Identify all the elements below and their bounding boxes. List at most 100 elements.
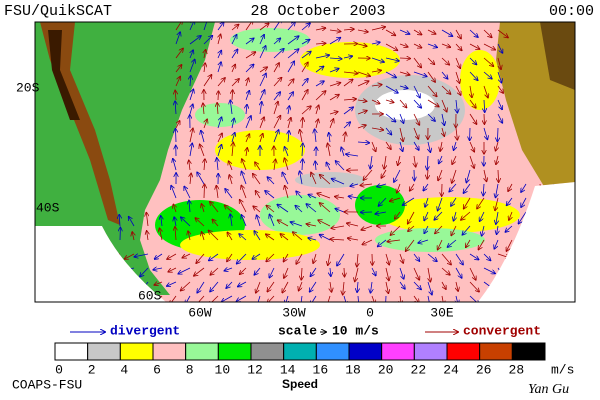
wind-arrow — [483, 183, 484, 196]
wind-arrow — [455, 57, 460, 68]
wind-arrow — [470, 85, 472, 97]
wind-arrow — [301, 52, 311, 59]
map-frame — [34, 21, 576, 303]
wind-arrow — [266, 234, 275, 241]
wind-arrow — [295, 206, 303, 213]
wind-arrow — [469, 155, 474, 168]
wind-arrow — [361, 225, 373, 230]
legend-scale: scale — [278, 323, 317, 338]
wind-arrow — [273, 49, 284, 59]
colorbar-swatch — [381, 342, 415, 361]
wind-arrow — [301, 79, 308, 87]
wind-arrow — [399, 127, 403, 141]
wind-arrow — [265, 191, 275, 199]
wind-arrow — [469, 29, 478, 37]
wind-arrow — [483, 29, 492, 37]
wind-arrow — [208, 295, 219, 302]
wind-arrow — [329, 133, 330, 143]
colorbar-swatch — [479, 342, 513, 361]
wind-arrow — [456, 99, 457, 113]
wind-arrow — [427, 253, 437, 261]
wind-arrow — [413, 113, 419, 125]
wind-arrow — [496, 211, 498, 224]
wind-arrow — [225, 205, 233, 213]
wind-arrow — [178, 267, 191, 274]
wind-arrow — [229, 175, 232, 185]
wind-arrow — [315, 66, 324, 73]
wind-arrow — [427, 85, 437, 96]
wind-arrow — [442, 113, 444, 125]
lat-label: 60S — [138, 288, 162, 303]
wind-arrow — [427, 43, 437, 47]
wind-arrow — [236, 295, 247, 301]
wind-arrow — [371, 141, 376, 151]
wind-arrow — [511, 254, 520, 257]
wind-arrow — [539, 281, 552, 286]
wind-arrow — [454, 141, 456, 150]
wind-arrow — [168, 267, 177, 272]
wind-arrow — [296, 191, 303, 199]
wind-arrow — [348, 238, 359, 240]
wind-arrow — [399, 253, 403, 263]
wind-arrow — [224, 268, 233, 271]
wind-arrow — [232, 133, 235, 143]
colorbar-tick-label: 26 — [476, 362, 492, 377]
wind-arrow — [227, 232, 233, 241]
wind-arrow — [483, 295, 493, 302]
wind-arrow — [189, 160, 190, 171]
colorbar-swatch — [348, 342, 383, 361]
wind-arrow — [357, 281, 358, 292]
wind-arrow — [413, 71, 427, 76]
wind-arrow — [153, 268, 163, 270]
colorbar-swatch — [87, 342, 121, 361]
wind-arrow — [357, 71, 370, 76]
wind-arrow — [190, 104, 193, 115]
wind-arrow — [241, 172, 247, 185]
wind-arrow — [406, 239, 415, 251]
wind-arrow — [125, 253, 135, 259]
wind-arrow — [371, 42, 380, 44]
wind-arrow — [140, 267, 149, 277]
wind-arrow — [441, 44, 450, 47]
wind-arrow — [226, 281, 233, 288]
wind-arrow — [273, 78, 282, 87]
wind-arrow — [301, 106, 311, 115]
wind-arrow — [259, 90, 265, 101]
wind-arrow — [413, 281, 421, 289]
colorbar-swatch — [413, 342, 448, 361]
wind-arrow — [326, 162, 331, 171]
wind-arrow — [451, 197, 457, 206]
header-date: 28 October 2003 — [250, 3, 385, 20]
wind-arrow — [288, 131, 289, 143]
wind-arrow — [257, 215, 261, 227]
wind-arrow — [189, 128, 193, 143]
wind-arrow — [385, 253, 389, 265]
wind-arrow — [231, 35, 237, 45]
wind-arrow — [269, 267, 275, 278]
wind-arrow — [204, 63, 205, 73]
colorbar-swatch — [511, 342, 546, 361]
wind-arrow — [497, 113, 502, 123]
wind-arrow — [469, 43, 480, 49]
wind-arrow — [425, 197, 428, 207]
wind-arrow — [273, 102, 278, 115]
wind-arrow — [451, 225, 457, 235]
wind-arrow — [483, 253, 491, 260]
wind-arrows — [108, 22, 567, 302]
wind-arrow — [344, 267, 345, 277]
wind-arrow — [399, 58, 410, 59]
wind-arrow — [385, 85, 398, 93]
wind-arrow — [335, 197, 345, 198]
wind-arrow — [203, 75, 212, 87]
wind-arrow — [439, 155, 442, 163]
wind-arrow — [484, 99, 485, 112]
wind-arrow — [301, 40, 310, 45]
wind-arrow — [210, 267, 219, 275]
wind-arrow — [260, 134, 263, 143]
wind-arrow — [331, 226, 345, 228]
wind-arrow — [344, 132, 346, 143]
wind-arrow — [217, 62, 221, 73]
wind-arrow — [399, 29, 410, 34]
wind-arrow — [273, 38, 280, 45]
